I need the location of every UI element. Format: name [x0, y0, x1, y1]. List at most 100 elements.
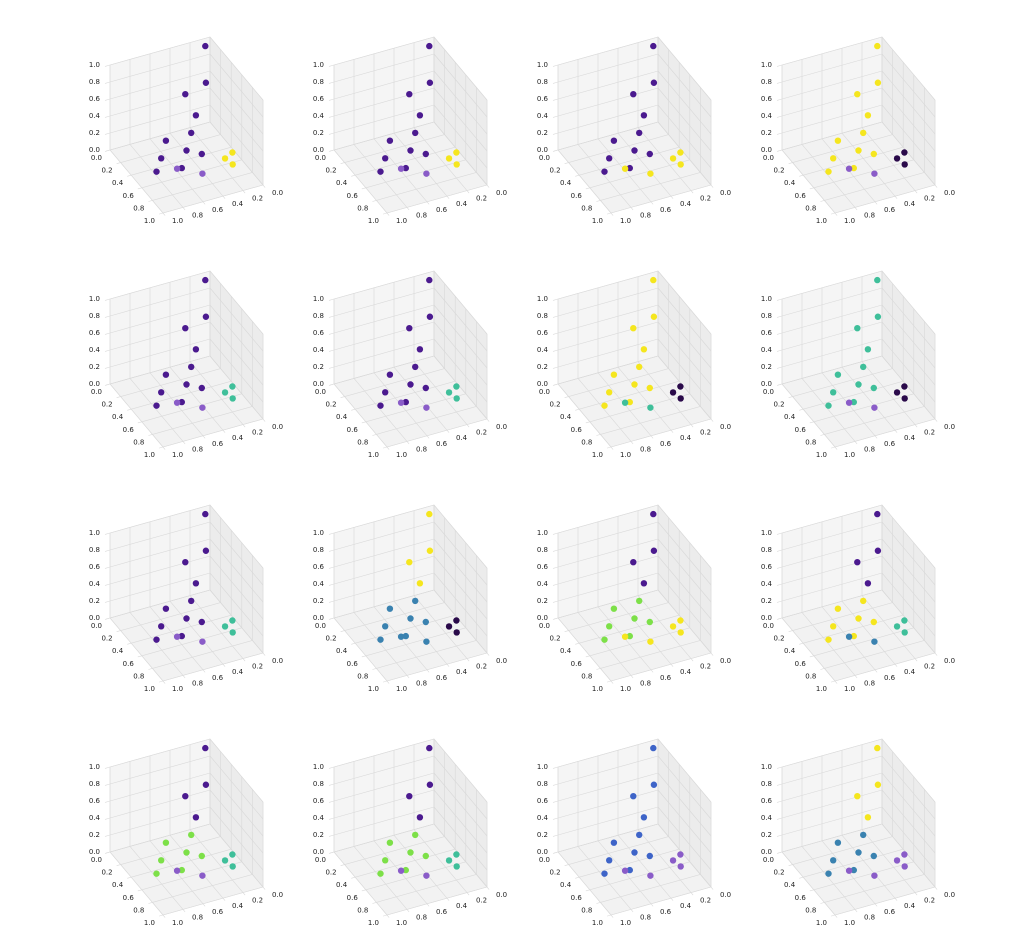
subplot: 0.00.20.40.60.81.00.00.20.40.60.81.00.00… [761, 738, 955, 927]
point [893, 857, 901, 864]
grid-line [109, 149, 164, 214]
grid-line [189, 595, 244, 659]
grid-line [333, 589, 435, 619]
grid-line [557, 521, 659, 551]
z-tick-label: 0.4 [313, 112, 325, 120]
z-tick-label: 0.6 [313, 95, 325, 103]
grid-line [841, 835, 896, 899]
grid-line [376, 874, 477, 903]
point [626, 632, 633, 640]
tick-mark [776, 851, 783, 854]
grid-line [792, 368, 893, 397]
tick-mark [446, 664, 450, 667]
x-tick-label: 0.4 [112, 179, 124, 187]
grid-line [881, 555, 936, 620]
tick-mark [820, 668, 825, 670]
z-tick-label: 0.6 [537, 797, 549, 805]
x-tick-label: 0.4 [560, 413, 572, 421]
tick-mark [710, 418, 714, 422]
point [192, 580, 200, 587]
point [202, 313, 210, 320]
grid-line [131, 614, 232, 644]
grid-line [353, 378, 408, 442]
grid-line [129, 144, 184, 208]
tick-mark [158, 680, 164, 683]
grid-line [637, 127, 692, 191]
x-tick-label: 0.0 [763, 622, 774, 630]
tick-mark [630, 441, 634, 445]
tick-mark [610, 680, 614, 684]
x-tick-label: 0.6 [123, 192, 135, 200]
point [901, 149, 908, 156]
x-tick-label: 1.0 [144, 685, 155, 693]
tick-mark [776, 617, 783, 620]
tick-mark [564, 864, 569, 867]
x-tick-label: 1.0 [592, 217, 603, 225]
tick-mark [328, 298, 335, 301]
point [162, 137, 170, 144]
grid-line [824, 172, 925, 201]
point [650, 313, 658, 320]
x-tick-label: 0.0 [91, 154, 102, 162]
y-tick-label: 0.2 [476, 897, 487, 905]
x-tick-label: 1.0 [592, 685, 603, 693]
tick-mark [552, 834, 559, 837]
point [422, 384, 429, 392]
point [158, 389, 165, 396]
grid-line [109, 383, 164, 448]
grid-line [657, 287, 712, 352]
point [407, 381, 414, 388]
tick-mark [934, 184, 938, 188]
point [445, 857, 453, 864]
grid-line [637, 361, 692, 425]
point [610, 137, 618, 144]
x-tick-label: 0.8 [357, 204, 368, 212]
point [162, 839, 170, 846]
grid-line [413, 127, 468, 191]
grid-line [376, 406, 477, 435]
tick-mark [104, 549, 111, 552]
point [855, 147, 862, 154]
z-tick-label: 0.4 [761, 112, 773, 120]
tick-mark [552, 81, 559, 84]
grid-line [433, 504, 488, 569]
x-tick-label: 0.2 [773, 635, 784, 643]
grid-line [109, 70, 211, 100]
grid-line [433, 104, 488, 169]
tick-mark [406, 441, 410, 445]
grid-line [169, 601, 224, 665]
tick-mark [361, 421, 366, 424]
grid-line [209, 755, 264, 820]
grid-line [365, 159, 466, 189]
z-tick-label: 0.2 [537, 363, 548, 371]
grid-line [557, 36, 659, 66]
tick-mark [776, 349, 783, 352]
z-tick-label: 0.2 [313, 363, 324, 371]
tick-mark [158, 446, 164, 449]
grid-line [189, 361, 244, 425]
grid-line [861, 829, 916, 893]
point [423, 638, 430, 645]
tick-mark [552, 315, 559, 318]
grid-line [617, 601, 672, 665]
subplot: 0.00.20.40.60.81.00.00.20.40.60.81.00.00… [89, 504, 283, 693]
z-tick-label: 0.2 [761, 363, 772, 371]
point [377, 168, 384, 175]
tick-mark [788, 396, 793, 399]
grid-line [333, 36, 435, 66]
y-tick-label: 0.8 [416, 445, 427, 453]
z-tick-label: 0.6 [313, 563, 325, 571]
z-tick-label: 1.0 [537, 61, 548, 69]
grid-line [152, 406, 253, 435]
grid-line [557, 504, 659, 534]
tick-mark [788, 630, 793, 633]
point [183, 147, 190, 154]
grid-line [792, 602, 893, 631]
point [893, 389, 901, 396]
point [870, 384, 877, 392]
tick-mark [382, 680, 388, 683]
grid-line [557, 806, 659, 836]
point [453, 383, 460, 390]
x-tick-label: 0.2 [101, 401, 112, 409]
grid-line [824, 406, 925, 435]
